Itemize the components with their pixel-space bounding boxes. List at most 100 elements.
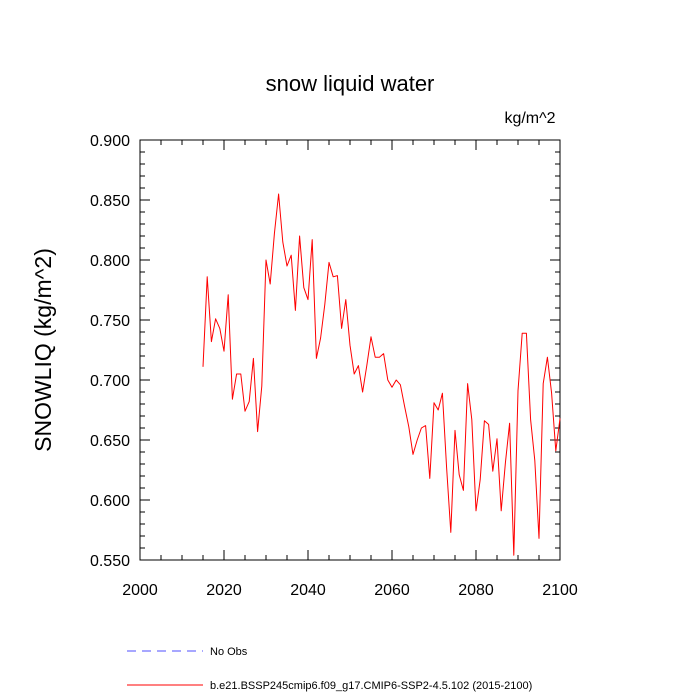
- data-point: [471, 419, 472, 420]
- x-tick-label: 2000: [122, 582, 158, 599]
- data-point: [446, 467, 447, 468]
- data-point: [522, 333, 523, 334]
- data-point: [555, 450, 556, 451]
- y-tick-label: 0.800: [90, 253, 130, 270]
- data-point: [207, 276, 208, 277]
- legend-label: b.e21.BSSP245cmip6.f09_g17.CMIP6-SSP2-4.…: [210, 680, 532, 692]
- data-point: [501, 510, 502, 511]
- data-point: [316, 358, 317, 359]
- data-point: [492, 471, 493, 472]
- data-point: [417, 439, 418, 440]
- data-point: [463, 490, 464, 491]
- data-point: [282, 241, 283, 242]
- data-point: [261, 385, 262, 386]
- x-tick-label: 2100: [542, 582, 578, 599]
- data-point: [517, 390, 518, 391]
- y-tick-label: 0.600: [90, 493, 130, 510]
- data-point: [467, 383, 468, 384]
- y-tick-label: 0.550: [90, 553, 130, 570]
- data-point: [475, 510, 476, 511]
- legend-label: No Obs: [210, 646, 248, 658]
- data-point: [265, 259, 266, 260]
- data-point: [320, 337, 321, 338]
- data-point: [349, 345, 350, 346]
- data-point: [211, 341, 212, 342]
- data-point: [551, 393, 552, 394]
- data-point: [484, 420, 485, 421]
- data-point: [299, 235, 300, 236]
- data-point: [534, 460, 535, 461]
- data-point: [404, 406, 405, 407]
- data-point: [286, 265, 287, 266]
- y-tick-label: 0.900: [90, 133, 130, 150]
- data-point: [303, 287, 304, 288]
- y-tick-label: 0.700: [90, 373, 130, 390]
- data-point: [543, 383, 544, 384]
- data-point: [530, 419, 531, 420]
- data-point: [223, 351, 224, 352]
- data-point: [362, 391, 363, 392]
- data-point: [433, 402, 434, 403]
- data-point: [240, 373, 241, 374]
- x-tick-label: 2020: [206, 582, 242, 599]
- data-point: [354, 373, 355, 374]
- data-point: [383, 353, 384, 354]
- units-label: kg/m^2: [504, 110, 555, 127]
- data-point: [412, 454, 413, 455]
- data-point: [438, 409, 439, 410]
- chart-title: snow liquid water: [266, 71, 435, 96]
- data-point: [442, 393, 443, 394]
- data-point: [257, 431, 258, 432]
- data-point: [244, 411, 245, 412]
- plot-frame: [139, 139, 561, 561]
- data-point: [421, 427, 422, 428]
- x-tick-label: 2080: [458, 582, 494, 599]
- data-point: [396, 379, 397, 380]
- data-point: [215, 318, 216, 319]
- data-point: [253, 358, 254, 359]
- data-point: [509, 423, 510, 424]
- series-layer: [202, 193, 561, 556]
- data-point: [450, 532, 451, 533]
- data-point: [307, 299, 308, 300]
- data-point: [312, 239, 313, 240]
- data-point: [324, 304, 325, 305]
- data-point: [228, 294, 229, 295]
- data-point: [278, 193, 279, 194]
- data-point: [341, 328, 342, 329]
- data-point: [538, 538, 539, 539]
- data-point: [488, 424, 489, 425]
- y-tick-label: 0.850: [90, 193, 130, 210]
- legend: No Obs b.e21.BSSP245cmip6.f09_g17.CMIP6-S…: [127, 646, 532, 692]
- data-point: [425, 425, 426, 426]
- data-point: [333, 276, 334, 277]
- y-tick-label: 0.650: [90, 433, 130, 450]
- axis-ticks: [139, 139, 561, 561]
- data-point: [480, 479, 481, 480]
- series-line: [202, 193, 561, 556]
- data-point: [249, 401, 250, 402]
- data-point: [505, 462, 506, 463]
- tick-labels: 2000 2020 2040 2060 2080 2100 0.550 0.600 0.650 0…: [90, 133, 578, 599]
- data-point: [219, 328, 220, 329]
- data-point: [236, 373, 237, 374]
- data-point: [547, 357, 548, 358]
- data-point: [513, 555, 514, 556]
- y-tick-label: 0.750: [90, 313, 130, 330]
- data-point: [291, 255, 292, 256]
- y-axis-label: SNOWLIQ (kg/m^2): [30, 248, 56, 452]
- data-point: [559, 418, 560, 419]
- data-point: [366, 365, 367, 366]
- data-point: [375, 357, 376, 358]
- data-point: [379, 357, 380, 358]
- data-point: [454, 430, 455, 431]
- x-tick-label: 2060: [374, 582, 410, 599]
- x-tick-label: 2040: [290, 582, 326, 599]
- data-point: [232, 399, 233, 400]
- data-point: [328, 262, 329, 263]
- data-point: [408, 426, 409, 427]
- data-point: [391, 387, 392, 388]
- data-point: [337, 275, 338, 276]
- data-point: [270, 283, 271, 284]
